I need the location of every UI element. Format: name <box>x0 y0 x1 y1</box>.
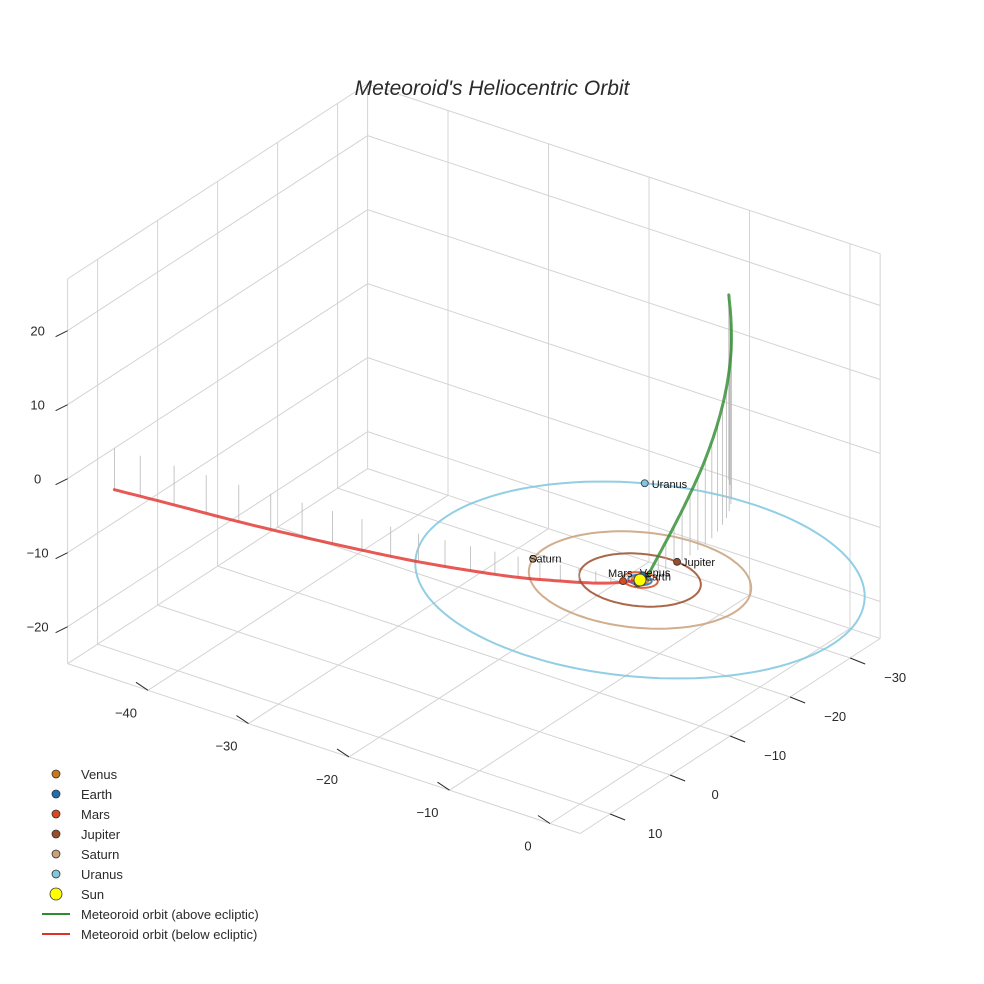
axis-ticks: −40 −30 −20 −10 0 −30 −20 −10 0 10 −20 −10 0 10 20 <box>27 324 907 854</box>
y-tick-label: −20 <box>824 709 846 724</box>
axes-grid <box>67 83 881 834</box>
x-axis-tick <box>236 715 249 725</box>
x-axis-tick <box>135 681 149 691</box>
z-axis-tick <box>55 478 68 486</box>
planet-label: Mars <box>608 568 633 580</box>
planet-mars-marker <box>619 577 627 586</box>
z-tick-label: 10 <box>30 398 44 413</box>
wall-grid-line <box>67 209 368 406</box>
wall-grid-line <box>367 283 881 454</box>
legend-dot-swatch <box>51 789 61 799</box>
wall-grid-line <box>67 357 368 554</box>
y-tick-label: 10 <box>648 826 662 841</box>
box-edge <box>67 468 368 665</box>
orbit-uranus <box>414 480 866 680</box>
planet-label: Jupiter <box>682 557 715 569</box>
legend-dot-swatch <box>51 829 61 839</box>
planet-label: Venus <box>640 567 671 579</box>
x-tick-label: −20 <box>316 772 338 787</box>
y-tick-label: −10 <box>764 748 786 763</box>
box-edge <box>67 663 581 834</box>
floor-grid-line <box>277 526 791 698</box>
box-edge <box>67 83 368 280</box>
z-tick-label: 20 <box>30 324 44 339</box>
z-tick-label: −10 <box>27 546 49 561</box>
legend-dot-swatch <box>51 769 61 779</box>
meteoroid-orbit-below <box>112 488 649 585</box>
x-tick-label: −10 <box>416 805 438 820</box>
y-axis-tick <box>729 735 746 743</box>
z-tick-label: 0 <box>34 472 41 487</box>
wall-grid-line <box>67 135 368 332</box>
wall-grid-line <box>367 135 881 306</box>
x-axis-tick <box>336 748 350 758</box>
planet-label: Saturn <box>529 554 561 566</box>
y-axis-tick <box>849 657 866 665</box>
box-edge <box>367 83 881 255</box>
planet-saturn-marker <box>529 554 538 563</box>
meteoroid-orbit <box>112 293 733 585</box>
z-tick-label: −20 <box>27 620 49 635</box>
x-tick-label: −40 <box>115 705 137 720</box>
floor-grid-line <box>97 643 611 815</box>
planet-label: Earth <box>645 571 671 583</box>
y-tick-label: −30 <box>884 670 906 685</box>
y-axis-tick <box>789 696 806 704</box>
legend-dot-swatch <box>51 869 61 879</box>
sun-marker <box>633 573 647 587</box>
orbit-jupiter <box>578 552 702 608</box>
legend-label: Uranus <box>81 867 123 882</box>
x-axis-tick <box>437 781 450 791</box>
legend-label: Mars <box>81 807 110 822</box>
legend-label: Earth <box>81 787 112 802</box>
planet-label: Uranus <box>652 479 688 491</box>
wall-grid-line <box>367 209 881 380</box>
legend-label: Saturn <box>81 847 119 862</box>
wall-grid-line <box>367 431 881 602</box>
floor-grid-line <box>157 604 671 776</box>
z-axis-tick <box>55 626 68 634</box>
legend-label: Sun <box>81 887 104 902</box>
legend-label: Jupiter <box>81 827 121 842</box>
legend-label: Meteoroid orbit (above ecliptic) <box>81 907 259 922</box>
x-tick-label: 0 <box>524 839 531 854</box>
wall-grid-line <box>67 283 368 480</box>
wall-grid-line <box>367 357 881 528</box>
chart-title: Meteoroid's Heliocentric Orbit <box>355 77 631 100</box>
z-axis-tick <box>55 404 68 412</box>
floor-grid-line <box>337 487 851 659</box>
planet-jupiter-marker <box>673 557 681 566</box>
planet-uranus-marker <box>640 479 649 488</box>
orbit-saturn <box>527 530 753 630</box>
legend-dot-swatch <box>49 887 63 901</box>
legend-label: Venus <box>81 767 118 782</box>
floor-grid-line <box>217 565 731 737</box>
y-tick-label: 0 <box>712 787 719 802</box>
wall-grid-line <box>67 431 368 628</box>
y-axis-tick <box>609 813 626 821</box>
legend-dot-swatch <box>51 849 61 859</box>
x-tick-label: −30 <box>215 739 237 754</box>
orbit-mars <box>621 571 659 589</box>
y-axis-tick <box>669 774 686 782</box>
z-axis-tick <box>55 552 68 560</box>
legend-label: Meteoroid orbit (below ecliptic) <box>81 927 257 942</box>
meteoroid-orbit-above <box>645 293 733 579</box>
x-axis-tick <box>537 815 551 824</box>
legend: Venus Earth Mars Jupiter Saturn Uranus Sun Mete… <box>42 767 259 942</box>
legend-dot-swatch <box>51 809 61 819</box>
z-axis-tick <box>55 330 68 338</box>
